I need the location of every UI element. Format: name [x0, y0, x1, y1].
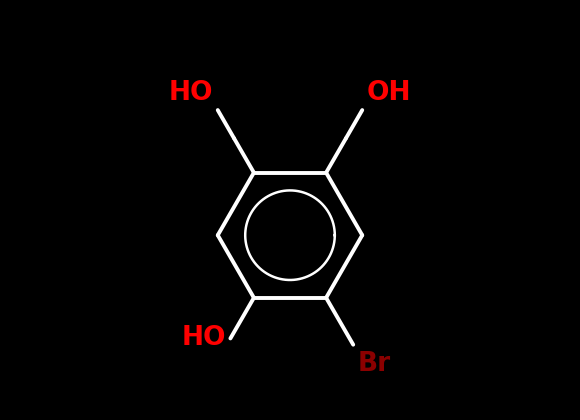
- Text: HO: HO: [169, 80, 213, 106]
- Text: Br: Br: [357, 351, 390, 377]
- Text: OH: OH: [367, 80, 411, 106]
- Text: HO: HO: [182, 326, 226, 352]
